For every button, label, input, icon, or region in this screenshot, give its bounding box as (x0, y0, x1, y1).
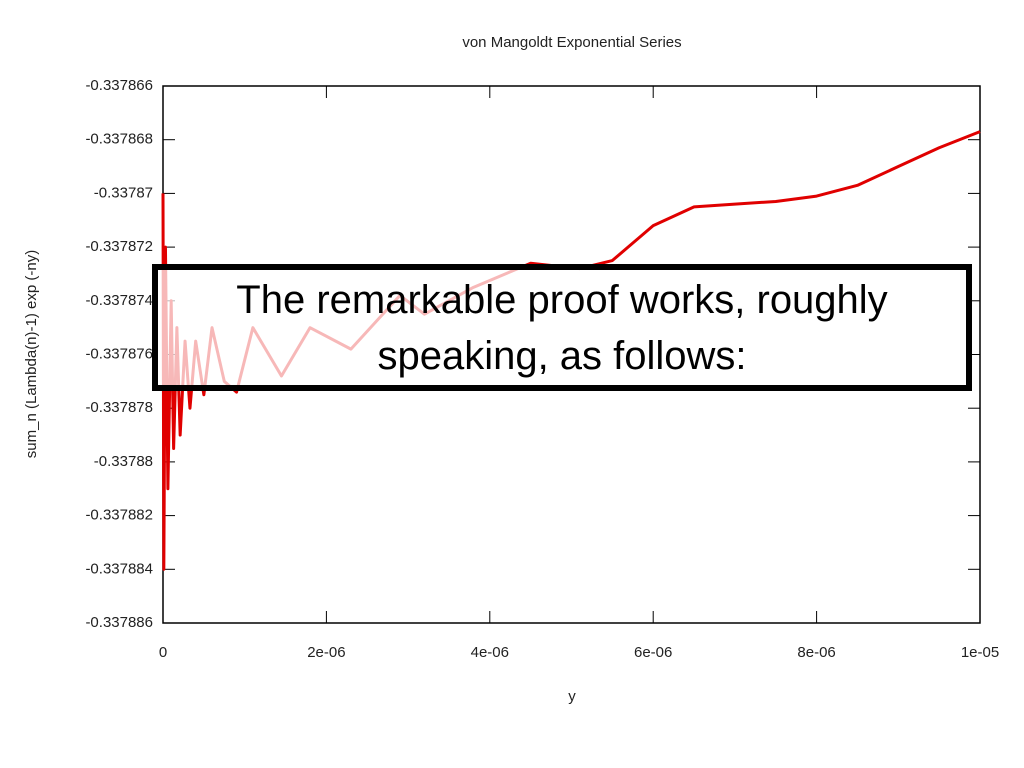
y-tick-label: -0.337868 (85, 131, 153, 148)
y-tick-label: -0.337884 (85, 560, 153, 577)
y-tick-label: -0.337866 (85, 77, 153, 94)
y-axis-label: sum_n (Lambda(n)-1) exp (-ny) (23, 250, 40, 458)
x-tick-label: 6e-06 (634, 644, 672, 661)
y-tick-label: -0.337886 (85, 614, 153, 631)
y-tick-label: -0.337874 (85, 292, 153, 309)
y-tick-label: -0.337872 (85, 238, 153, 255)
x-tick-label: 1e-05 (961, 644, 999, 661)
y-tick-label: -0.337876 (85, 345, 153, 362)
y-tick-label: -0.33787 (94, 184, 153, 201)
x-tick-label: 4e-06 (471, 644, 509, 661)
y-tick-label: -0.337878 (85, 399, 153, 416)
annotation-text: The remarkable proof works, roughly spea… (236, 277, 888, 378)
x-tick-label: 0 (159, 644, 167, 661)
y-tick-label: -0.33788 (94, 453, 153, 470)
x-tick-label: 8e-06 (797, 644, 835, 661)
chart-title: von Mangoldt Exponential Series (462, 34, 681, 51)
annotation-box: The remarkable proof works, roughly spea… (152, 264, 972, 391)
x-axis-label: y (568, 688, 576, 705)
y-tick-label: -0.337882 (85, 507, 153, 524)
x-tick-label: 2e-06 (307, 644, 345, 661)
